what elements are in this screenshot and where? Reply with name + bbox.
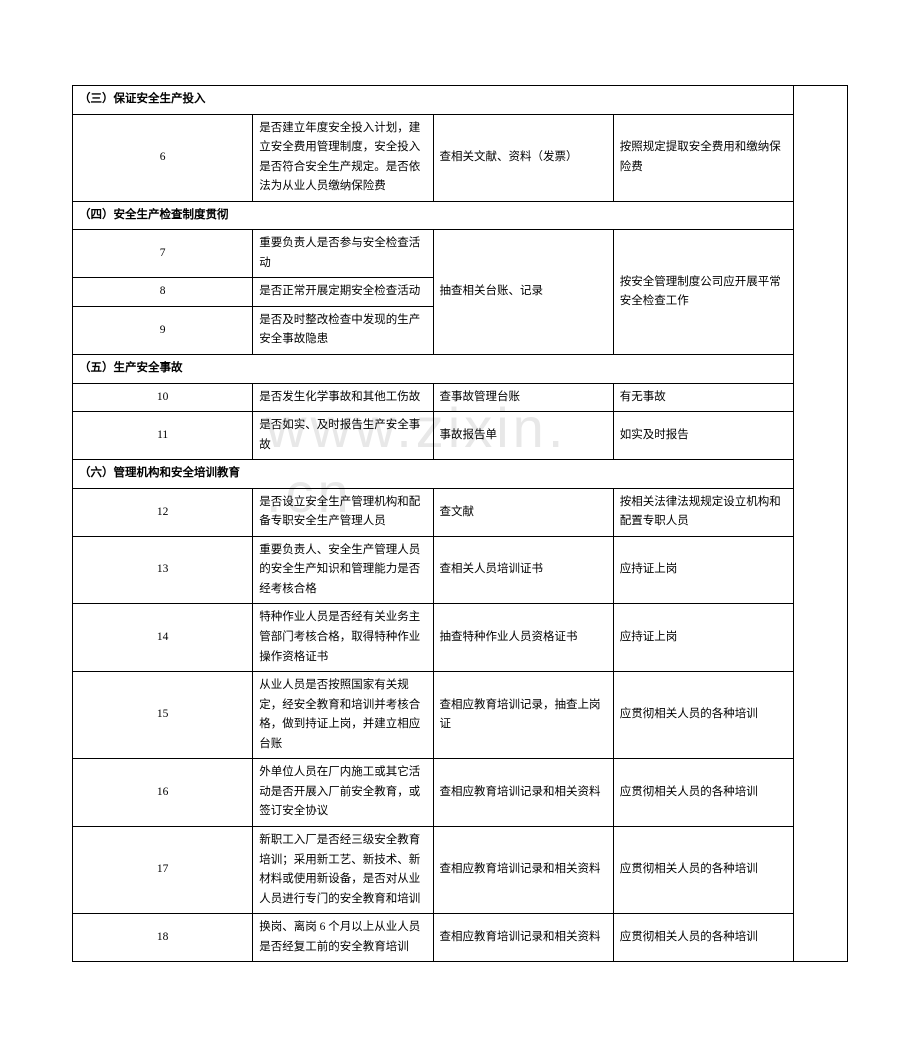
row-requirement: 按相关法律法规规定设立机构和配置专职人员 bbox=[613, 488, 793, 536]
row-method: 抽查特种作业人员资格证书 bbox=[433, 604, 613, 672]
empty-cell bbox=[794, 355, 848, 384]
row-method: 抽查相关台账、记录 bbox=[433, 230, 613, 355]
row-method: 查相应教育培训记录和相关资料 bbox=[433, 914, 613, 962]
row-description: 是否正常开展定期安全检查活动 bbox=[253, 278, 433, 307]
row-requirement: 如实及时报告 bbox=[613, 412, 793, 460]
row-number: 18 bbox=[73, 914, 253, 962]
row-method: 查相应教育培训记录和相关资料 bbox=[433, 759, 613, 827]
empty-cell bbox=[794, 278, 848, 307]
section-header: （六）管理机构和安全培训教育 bbox=[73, 460, 794, 489]
row-requirement: 应持证上岗 bbox=[613, 604, 793, 672]
row-method: 查相关文献、资料（发票） bbox=[433, 114, 613, 201]
row-number: 12 bbox=[73, 488, 253, 536]
empty-cell bbox=[794, 412, 848, 460]
empty-cell bbox=[794, 114, 848, 201]
empty-cell bbox=[794, 672, 848, 759]
row-method: 查相应教育培训记录和相关资料 bbox=[433, 826, 613, 913]
empty-cell bbox=[794, 86, 848, 115]
row-requirement: 按安全管理制度公司应开展平常安全检查工作 bbox=[613, 230, 793, 355]
row-number: 11 bbox=[73, 412, 253, 460]
row-number: 17 bbox=[73, 826, 253, 913]
section-header: （三）保证安全生产投入 bbox=[73, 86, 794, 115]
row-description: 外单位人员在厂内施工或其它活动是否开展入厂前安全教育，或签订安全协议 bbox=[253, 759, 433, 827]
empty-cell bbox=[794, 230, 848, 278]
row-description: 是否及时整改检查中发现的生产安全事故隐患 bbox=[253, 306, 433, 354]
row-method: 查文献 bbox=[433, 488, 613, 536]
empty-cell bbox=[794, 306, 848, 354]
row-number: 8 bbox=[73, 278, 253, 307]
empty-cell bbox=[794, 383, 848, 412]
row-method: 查相关人员培训证书 bbox=[433, 536, 613, 604]
row-description: 重要负责人是否参与安全检查活动 bbox=[253, 230, 433, 278]
row-description: 换岗、离岗 6 个月以上从业人员是否经复工前的安全教育培训 bbox=[253, 914, 433, 962]
audit-table: （三）保证安全生产投入6是否建立年度安全投入计划，建立安全费用管理制度，安全投入… bbox=[72, 85, 848, 962]
row-description: 新职工入厂是否经三级安全教育培训；采用新工艺、新技术、新材料或使用新设备，是否对… bbox=[253, 826, 433, 913]
row-requirement: 应贯彻相关人员的各种培训 bbox=[613, 826, 793, 913]
empty-cell bbox=[794, 826, 848, 913]
row-description: 从业人员是否按照国家有关规定，经安全教育和培训并考核合格，做到持证上岗，并建立相… bbox=[253, 672, 433, 759]
section-header: （五）生产安全事故 bbox=[73, 355, 794, 384]
row-requirement: 有无事故 bbox=[613, 383, 793, 412]
empty-cell bbox=[794, 488, 848, 536]
row-number: 14 bbox=[73, 604, 253, 672]
empty-cell bbox=[794, 536, 848, 604]
row-number: 13 bbox=[73, 536, 253, 604]
row-method: 查相应教育培训记录，抽查上岗证 bbox=[433, 672, 613, 759]
empty-cell bbox=[794, 914, 848, 962]
row-description: 特种作业人员是否经有关业务主管部门考核合格，取得特种作业操作资格证书 bbox=[253, 604, 433, 672]
row-number: 7 bbox=[73, 230, 253, 278]
row-number: 9 bbox=[73, 306, 253, 354]
section-header: （四）安全生产检查制度贯彻 bbox=[73, 201, 794, 230]
empty-cell bbox=[794, 201, 848, 230]
row-description: 是否如实、及时报告生产安全事故 bbox=[253, 412, 433, 460]
row-number: 10 bbox=[73, 383, 253, 412]
row-requirement: 应贯彻相关人员的各种培训 bbox=[613, 914, 793, 962]
row-method: 查事故管理台账 bbox=[433, 383, 613, 412]
row-description: 是否发生化学事故和其他工伤故 bbox=[253, 383, 433, 412]
row-number: 6 bbox=[73, 114, 253, 201]
row-method: 事故报告单 bbox=[433, 412, 613, 460]
row-number: 16 bbox=[73, 759, 253, 827]
row-requirement: 应贯彻相关人员的各种培训 bbox=[613, 672, 793, 759]
document-wrapper: www.zixin. .cn （三）保证安全生产投入6是否建立年度安全投入计划，… bbox=[72, 85, 848, 962]
row-requirement: 应持证上岗 bbox=[613, 536, 793, 604]
row-description: 是否建立年度安全投入计划，建立安全费用管理制度，安全投入是否符合安全生产规定。是… bbox=[253, 114, 433, 201]
row-description: 是否设立安全生产管理机构和配备专职安全生产管理人员 bbox=[253, 488, 433, 536]
empty-cell bbox=[794, 604, 848, 672]
row-requirement: 应贯彻相关人员的各种培训 bbox=[613, 759, 793, 827]
empty-cell bbox=[794, 759, 848, 827]
row-requirement: 按照规定提取安全费用和缴纳保险费 bbox=[613, 114, 793, 201]
row-description: 重要负责人、安全生产管理人员的安全生产知识和管理能力是否经考核合格 bbox=[253, 536, 433, 604]
row-number: 15 bbox=[73, 672, 253, 759]
empty-cell bbox=[794, 460, 848, 489]
